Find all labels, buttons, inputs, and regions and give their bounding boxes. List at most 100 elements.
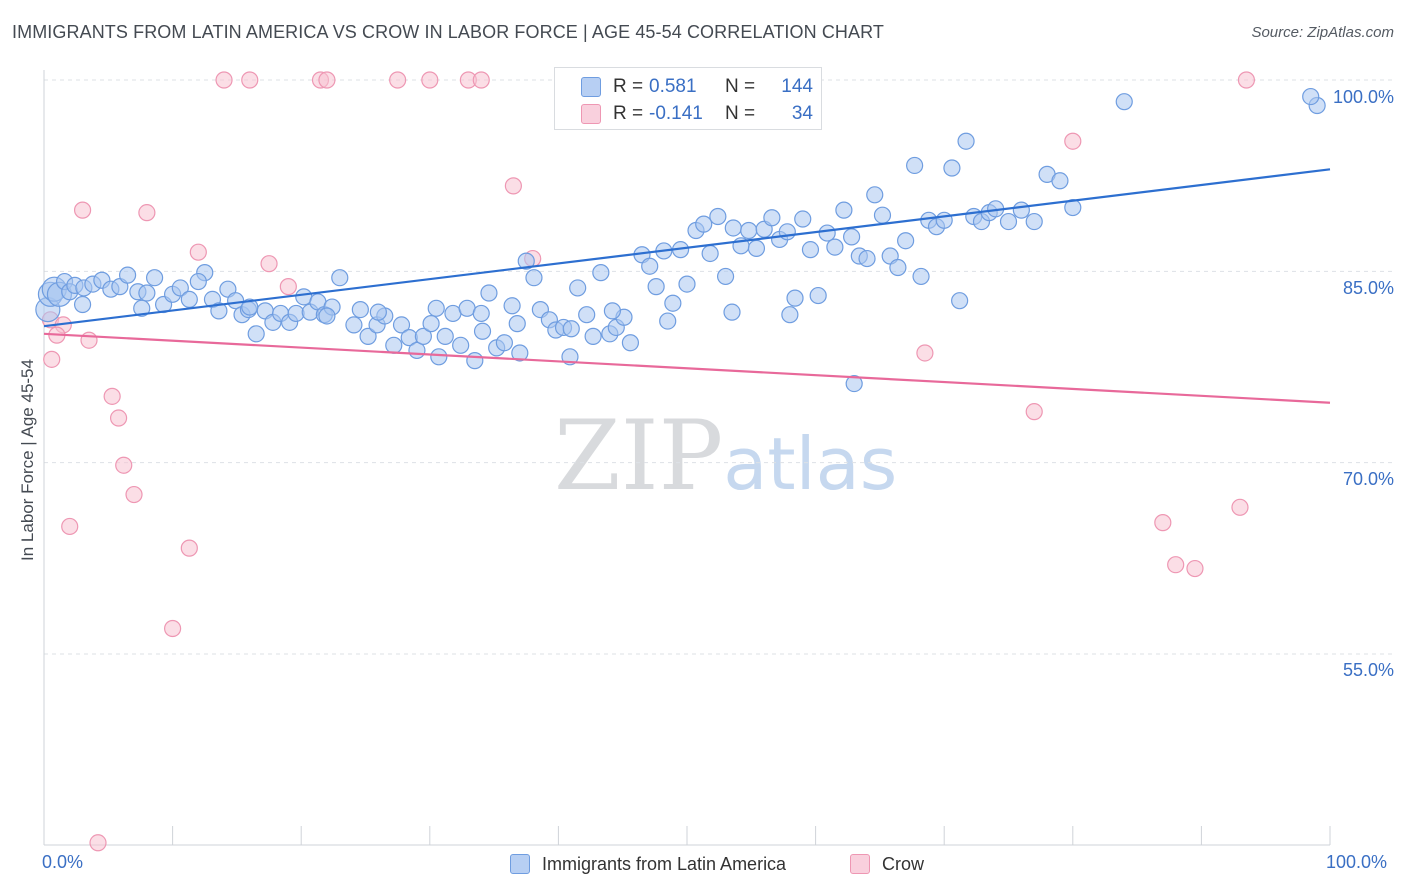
data-point-immigrants bbox=[466, 352, 484, 370]
y-tick-label: 100.0% bbox=[1332, 87, 1394, 107]
trend-line-crow bbox=[43, 332, 1331, 404]
data-point-immigrants bbox=[912, 267, 930, 286]
watermark: ZIPatlas bbox=[554, 400, 897, 512]
data-point-immigrants bbox=[511, 344, 529, 362]
legend-swatch-crow bbox=[581, 104, 601, 124]
data-point-crow bbox=[241, 71, 259, 89]
data-point-immigrants bbox=[503, 297, 521, 315]
legend-r-label: R = bbox=[613, 76, 644, 97]
data-point-immigrants bbox=[578, 306, 596, 324]
data-point-immigrants bbox=[695, 215, 713, 233]
data-point-immigrants bbox=[430, 348, 448, 366]
data-point-crow bbox=[115, 456, 133, 474]
data-point-immigrants bbox=[345, 316, 363, 334]
legend-row-immigrants: R = 0.581 N = 144 bbox=[581, 75, 813, 99]
data-point-immigrants bbox=[1064, 198, 1082, 217]
y-tick-label: 85.0% bbox=[1342, 278, 1394, 298]
data-point-immigrants bbox=[621, 334, 640, 352]
data-point-immigrants bbox=[569, 279, 587, 297]
legend-swatch-immigrants bbox=[581, 77, 601, 97]
data-point-immigrants bbox=[794, 210, 812, 228]
data-point-immigrants bbox=[763, 209, 781, 227]
data-point-crow bbox=[103, 387, 121, 405]
data-point-crow bbox=[164, 619, 182, 638]
bottom-legend-immigrants: Immigrants from Latin America bbox=[510, 852, 786, 876]
data-point-immigrants bbox=[422, 315, 440, 333]
legend-n-label: N = bbox=[725, 76, 756, 97]
data-point-crow bbox=[279, 278, 297, 296]
data-point-crow bbox=[1167, 556, 1185, 574]
data-point-immigrants bbox=[385, 336, 403, 354]
bottom-legend-label-crow: Crow bbox=[882, 853, 925, 874]
watermark-zip: ZIP bbox=[554, 400, 724, 512]
data-point-immigrants bbox=[747, 239, 766, 257]
data-point-immigrants bbox=[473, 322, 492, 340]
data-point-crow bbox=[1025, 403, 1043, 421]
data-point-immigrants bbox=[897, 232, 915, 250]
data-point-immigrants bbox=[472, 304, 490, 323]
data-point-crow bbox=[1186, 559, 1204, 578]
data-point-immigrants bbox=[508, 315, 526, 333]
data-point-immigrants bbox=[716, 267, 735, 286]
data-point-crow bbox=[1154, 514, 1172, 532]
data-point-immigrants bbox=[943, 159, 961, 177]
data-point-immigrants bbox=[781, 306, 799, 324]
data-point-immigrants bbox=[427, 299, 445, 317]
data-point-immigrants bbox=[701, 244, 719, 263]
chart-title: IMMIGRANTS FROM LATIN AMERICA VS CROW IN… bbox=[12, 22, 885, 42]
data-point-immigrants bbox=[678, 275, 696, 293]
data-point-immigrants bbox=[709, 207, 727, 226]
data-point-immigrants bbox=[843, 228, 861, 246]
data-point-immigrants bbox=[180, 290, 198, 308]
data-point-immigrants bbox=[189, 272, 207, 291]
data-point-crow bbox=[89, 834, 107, 852]
x-tick-label-max: 100.0% bbox=[1326, 852, 1388, 872]
trend-line-immigrants bbox=[43, 168, 1331, 328]
data-point-immigrants bbox=[1302, 87, 1320, 106]
data-point-immigrants bbox=[436, 327, 454, 345]
data-point-crow bbox=[109, 409, 128, 427]
legend-n-label: N = bbox=[725, 103, 756, 124]
legend-row-crow: R = -0.141 N = 34 bbox=[581, 102, 813, 126]
legend-n-value: 144 bbox=[781, 76, 813, 97]
data-point-immigrants bbox=[369, 303, 387, 321]
data-point-immigrants bbox=[1012, 201, 1030, 219]
data-point-immigrants bbox=[287, 304, 305, 323]
bottom-legend-label-immigrants: Immigrants from Latin America bbox=[542, 853, 787, 874]
data-point-immigrants bbox=[392, 316, 411, 334]
data-point-immigrants bbox=[724, 219, 742, 237]
legend-r-value: -0.141 bbox=[649, 103, 703, 124]
data-point-immigrants bbox=[603, 302, 622, 320]
data-point-immigrants bbox=[951, 292, 969, 310]
data-point-immigrants bbox=[1051, 172, 1069, 190]
data-point-immigrants bbox=[227, 292, 245, 310]
watermark-atlas: atlas bbox=[723, 422, 898, 506]
data-point-immigrants bbox=[906, 156, 924, 175]
data-point-crow bbox=[318, 71, 336, 89]
chart-source: Source: ZipAtlas.com bbox=[1251, 24, 1394, 41]
data-point-immigrants bbox=[866, 186, 884, 204]
data-point-crow bbox=[916, 344, 934, 362]
data-point-immigrants bbox=[664, 294, 682, 312]
data-point-immigrants bbox=[818, 224, 836, 242]
data-point-immigrants bbox=[592, 264, 610, 282]
legend-n-value: 34 bbox=[791, 103, 813, 124]
data-point-immigrants bbox=[1025, 212, 1043, 231]
data-point-immigrants bbox=[414, 327, 432, 345]
data-point-immigrants bbox=[138, 284, 156, 302]
data-point-immigrants bbox=[647, 278, 665, 296]
data-point-immigrants bbox=[73, 295, 92, 314]
data-point-crow bbox=[189, 243, 207, 261]
data-point-immigrants bbox=[999, 212, 1018, 231]
data-point-immigrants bbox=[957, 132, 975, 150]
data-point-crow bbox=[1064, 132, 1082, 150]
data-point-immigrants bbox=[835, 201, 853, 219]
legend-r-label: R = bbox=[613, 103, 644, 124]
y-tick-label: 70.0% bbox=[1342, 469, 1394, 489]
data-point-immigrants bbox=[517, 252, 535, 270]
data-point-immigrants bbox=[889, 258, 907, 277]
data-point-crow bbox=[389, 71, 407, 89]
data-point-immigrants bbox=[210, 302, 228, 320]
stats-legend: R = 0.581 N = 144 R = -0.141 N = 34 bbox=[554, 67, 822, 130]
data-point-immigrants bbox=[118, 266, 137, 284]
